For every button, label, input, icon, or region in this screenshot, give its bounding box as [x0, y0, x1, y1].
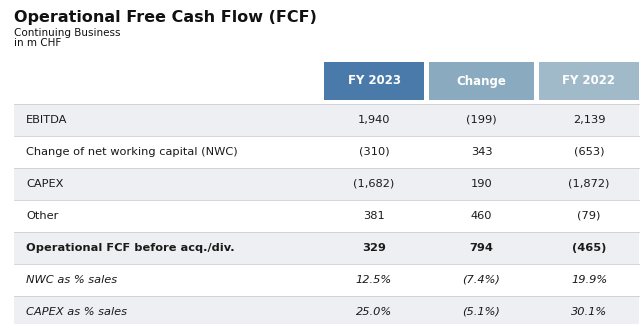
Text: EBITDA: EBITDA — [26, 115, 67, 125]
Bar — [429, 62, 534, 100]
Text: CAPEX as % sales: CAPEX as % sales — [26, 307, 127, 317]
Bar — [14, 200, 639, 232]
Text: 12.5%: 12.5% — [356, 275, 392, 285]
Text: Other: Other — [26, 211, 58, 221]
Text: Operational Free Cash Flow (FCF): Operational Free Cash Flow (FCF) — [14, 10, 317, 25]
Text: Operational FCF before acq./div.: Operational FCF before acq./div. — [26, 243, 235, 253]
Text: (1,872): (1,872) — [568, 179, 610, 189]
Text: 794: 794 — [470, 243, 493, 253]
Text: Continuing Business: Continuing Business — [14, 28, 120, 38]
Text: 329: 329 — [362, 243, 386, 253]
Text: 190: 190 — [470, 179, 492, 189]
Text: Change of net working capital (NWC): Change of net working capital (NWC) — [26, 147, 237, 157]
Text: (79): (79) — [577, 211, 601, 221]
Bar — [14, 136, 639, 168]
Text: (465): (465) — [572, 243, 606, 253]
Text: Change: Change — [456, 75, 506, 87]
Text: CAPEX: CAPEX — [26, 179, 63, 189]
Text: (653): (653) — [573, 147, 604, 157]
Text: FY 2023: FY 2023 — [348, 75, 401, 87]
Bar — [539, 62, 639, 100]
Text: (7.4%): (7.4%) — [463, 275, 500, 285]
Bar — [324, 62, 424, 100]
Bar — [14, 296, 639, 324]
Text: (310): (310) — [358, 147, 389, 157]
Text: 30.1%: 30.1% — [571, 307, 607, 317]
Text: 381: 381 — [363, 211, 385, 221]
Text: (1,682): (1,682) — [353, 179, 395, 189]
Text: 343: 343 — [470, 147, 492, 157]
Text: (5.1%): (5.1%) — [463, 307, 500, 317]
Text: 19.9%: 19.9% — [571, 275, 607, 285]
Text: 2,139: 2,139 — [573, 115, 605, 125]
Text: 25.0%: 25.0% — [356, 307, 392, 317]
Bar — [14, 104, 639, 136]
Text: (199): (199) — [466, 115, 497, 125]
Bar — [14, 264, 639, 296]
Text: 1,940: 1,940 — [358, 115, 390, 125]
Text: in m CHF: in m CHF — [14, 38, 61, 48]
Text: FY 2022: FY 2022 — [563, 75, 616, 87]
Bar — [14, 232, 639, 264]
Text: 460: 460 — [471, 211, 492, 221]
Text: NWC as % sales: NWC as % sales — [26, 275, 117, 285]
Bar — [14, 168, 639, 200]
